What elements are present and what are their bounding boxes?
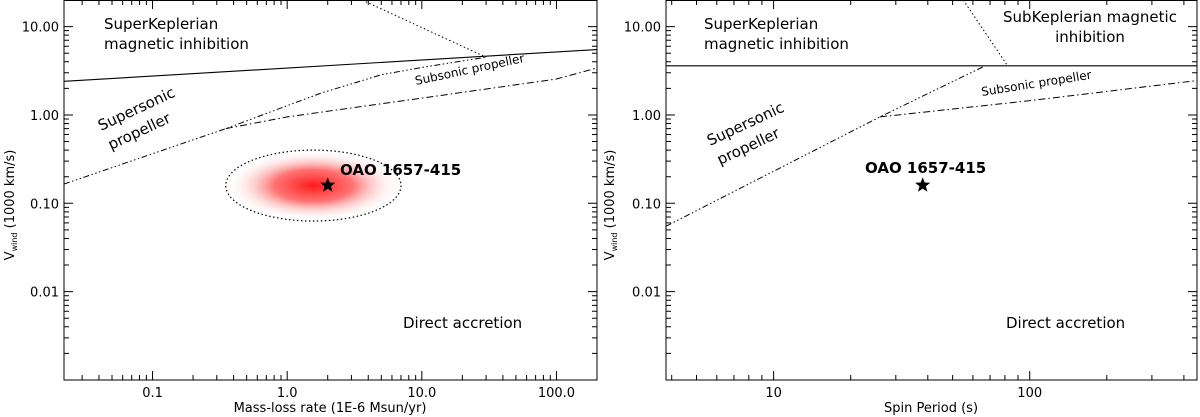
uncertainty-ellipse <box>225 149 402 222</box>
source-star-marker <box>320 177 336 192</box>
y-tick-label: 0.01 <box>632 286 661 301</box>
label-superkeplerian: SuperKeplerian <box>704 15 818 33</box>
label-subsonic-propeller: Subsonic propeller <box>980 68 1092 99</box>
label-superkeplerian: SuperKeplerian <box>104 15 218 33</box>
axis-ticks <box>666 0 1197 381</box>
y-tick-label: 0.10 <box>632 197 661 212</box>
label-inhibition: inhibition <box>1055 28 1125 46</box>
y-tick-label: 1.00 <box>30 109 59 124</box>
x-tick-label: 10 <box>765 386 782 401</box>
series-flow-boundary <box>962 0 1009 67</box>
axis-ticks <box>64 0 598 381</box>
series-subsonic-boundary <box>879 80 1198 118</box>
plot-frame <box>665 0 1198 381</box>
y-axis-label: Vwind (1000 km/s) <box>3 150 19 261</box>
uncertainty-shading <box>225 150 401 222</box>
label-direct-accretion: Direct accretion <box>403 314 522 332</box>
series-subsonic-boundary <box>225 67 598 130</box>
x-tick-label: 1.0 <box>277 386 298 401</box>
x-tick-label: 100 <box>1017 386 1042 401</box>
source-label: OAO 1657-415 <box>340 161 461 179</box>
right-panel: 10 100 0.01 0.10 1.00 10.00 SuperKeplerian ma… <box>603 0 1198 416</box>
series-supersonic-boundary <box>63 56 487 185</box>
source-star-marker <box>915 177 931 192</box>
source-label: OAO 1657-415 <box>865 159 986 177</box>
y-tick-label: 1.00 <box>632 109 661 124</box>
y-axis-label: Vwind (1000 km/s) <box>603 150 619 261</box>
x-axis-label: Spin Period (s) <box>884 401 978 416</box>
plot-frame <box>63 0 598 381</box>
y-tick-label: 10.00 <box>22 21 59 36</box>
x-tick-label: 0.1 <box>142 386 163 401</box>
label-direct-accretion: Direct accretion <box>1006 314 1125 332</box>
y-tick-label: 0.01 <box>30 286 59 301</box>
x-tick-label: 10.0 <box>407 386 436 401</box>
x-axis-label: Mass-loss rate (1E-6 Msun/yr) <box>234 401 427 416</box>
label-magnetic-inhibition: magnetic inhibition <box>704 35 849 53</box>
series-flow-boundary <box>361 0 487 58</box>
label-magnetic-inhibition: magnetic inhibition <box>104 35 249 53</box>
y-tick-label: 0.10 <box>30 197 59 212</box>
left-panel: 0.1 1.0 10.0 100.0 0.01 0.10 1.00 10.00 SuperKe… <box>3 0 598 416</box>
label-subkeplerian-magnetic: SubKeplerian magnetic <box>1003 8 1177 26</box>
y-tick-label: 10.00 <box>624 21 661 36</box>
x-tick-label: 100.0 <box>538 386 575 401</box>
series-superkeplerian-boundary <box>63 48 598 82</box>
